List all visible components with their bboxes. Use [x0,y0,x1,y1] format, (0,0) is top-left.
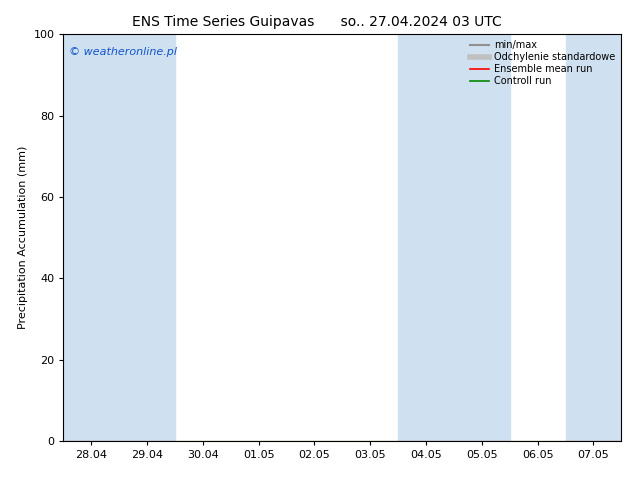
Legend: min/max, Odchylenie standardowe, Ensemble mean run, Controll run: min/max, Odchylenie standardowe, Ensembl… [467,37,618,89]
Text: © weatheronline.pl: © weatheronline.pl [69,47,177,56]
Y-axis label: Precipitation Accumulation (mm): Precipitation Accumulation (mm) [18,146,28,329]
Bar [398,34,510,441]
Text: ENS Time Series Guipavas      so.. 27.04.2024 03 UTC: ENS Time Series Guipavas so.. 27.04.2024… [132,15,502,29]
Bar [566,34,621,441]
Bar [63,34,175,441]
